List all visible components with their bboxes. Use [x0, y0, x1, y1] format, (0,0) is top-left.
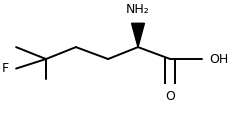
- Text: O: O: [165, 90, 175, 103]
- Text: F: F: [2, 62, 9, 75]
- Text: OH: OH: [209, 53, 229, 66]
- Polygon shape: [132, 23, 144, 47]
- Text: NH₂: NH₂: [126, 3, 150, 16]
